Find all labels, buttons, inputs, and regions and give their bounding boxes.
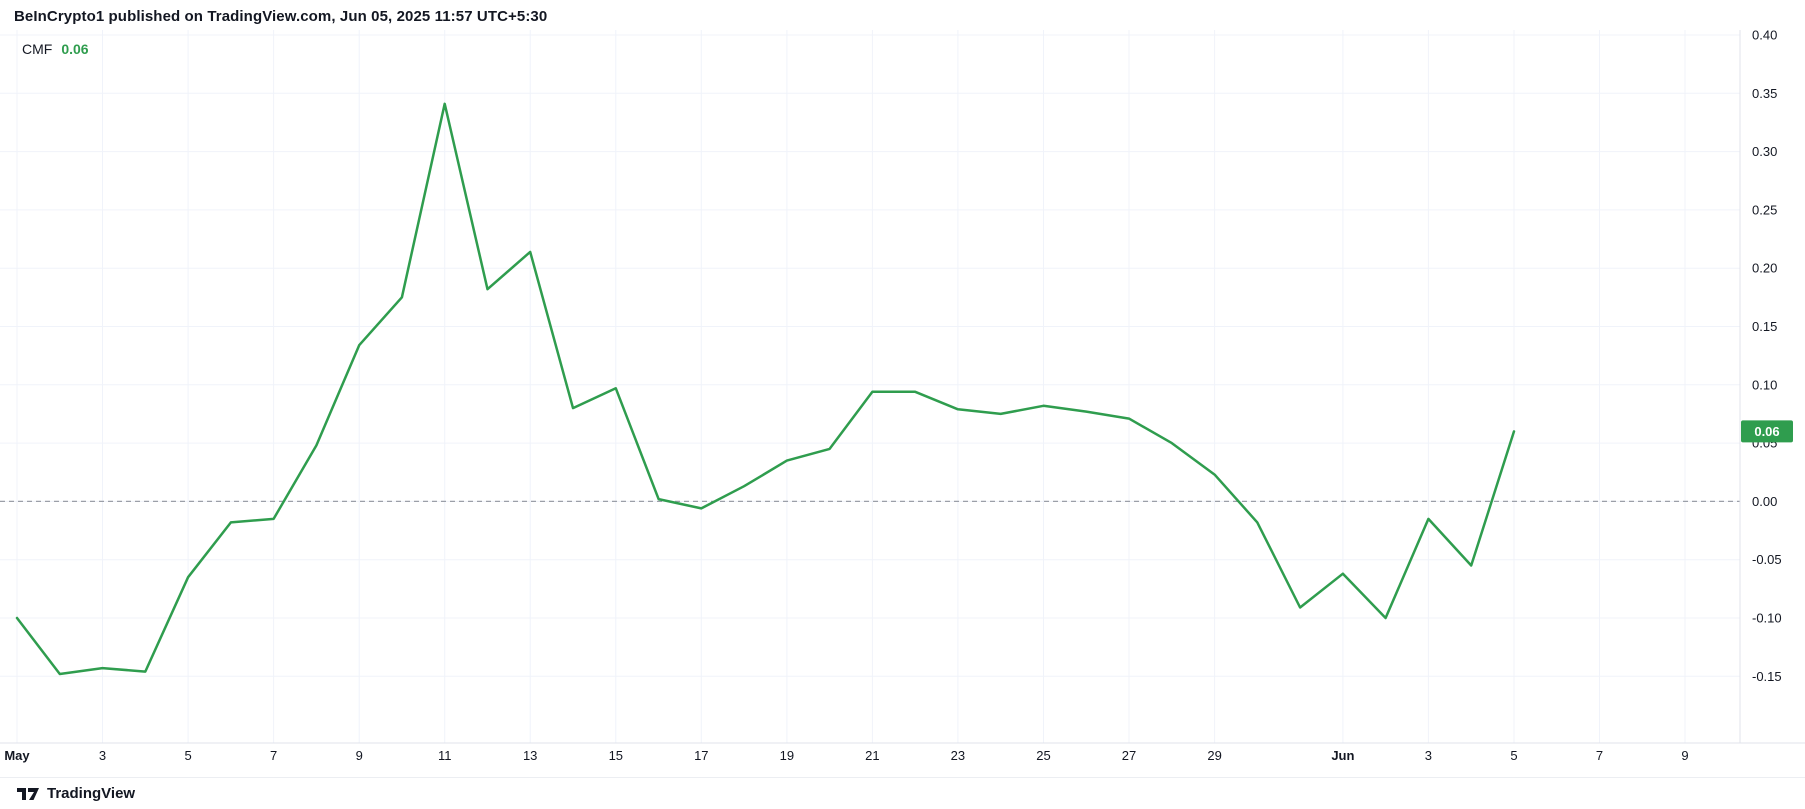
time-axis-label[interactable]: 21 [865,748,879,763]
time-axis-label[interactable]: Jun [1331,748,1354,763]
attribution-text: BeInCrypto1 published on TradingView.com… [14,8,548,25]
time-axis-label[interactable]: 5 [184,748,191,763]
price-scale-label[interactable]: 0.35 [1752,86,1777,101]
time-axis-label[interactable]: 19 [780,748,794,763]
time-axis-label[interactable]: 7 [270,748,277,763]
price-scale-label[interactable]: -0.10 [1752,611,1782,626]
time-axis-label[interactable]: 23 [951,748,965,763]
price-scale-label[interactable]: 0.15 [1752,319,1777,334]
time-axis-label[interactable]: 9 [356,748,363,763]
time-axis-label[interactable]: May [4,748,30,763]
price-scale-label[interactable]: 0.10 [1752,377,1777,392]
price-scale-label[interactable]: 0.25 [1752,202,1777,217]
indicator-legend[interactable]: CMF 0.06 [22,41,89,57]
tradingview-brand[interactable]: TradingView [47,785,136,802]
indicator-value: 0.06 [61,41,89,57]
time-axis-label[interactable]: 11 [438,748,452,763]
price-scale-label[interactable]: 0.00 [1752,494,1777,509]
time-axis-label[interactable]: 25 [1036,748,1050,763]
price-scale-label[interactable]: 0.40 [1752,28,1777,43]
price-badge-value: 0.06 [1754,424,1779,439]
time-axis-label[interactable]: 3 [99,748,106,763]
price-scale-label[interactable]: 0.20 [1752,261,1777,276]
time-axis-label[interactable]: 7 [1596,748,1603,763]
price-scale-label[interactable]: 0.30 [1752,144,1777,159]
attribution-bar: BeInCrypto1 published on TradingView.com… [0,0,1805,30]
indicator-name: CMF [22,41,53,57]
time-axis-label[interactable]: 17 [694,748,708,763]
time-axis-label[interactable]: 5 [1510,748,1517,763]
cmf-series-line [15,102,1516,676]
footer: TradingView [0,777,1805,809]
price-badge [1741,420,1793,443]
price-scale-label[interactable]: -0.05 [1752,552,1782,567]
time-axis-label[interactable]: 3 [1425,748,1432,763]
time-axis-label[interactable]: 29 [1207,748,1221,763]
tradingview-logo-icon[interactable] [16,785,40,803]
time-axis-label[interactable]: 27 [1122,748,1136,763]
time-axis-label[interactable]: 13 [523,748,537,763]
price-scale-label[interactable]: -0.15 [1752,669,1782,684]
time-axis-label[interactable]: 9 [1681,748,1688,763]
time-axis-label[interactable]: 15 [609,748,623,763]
